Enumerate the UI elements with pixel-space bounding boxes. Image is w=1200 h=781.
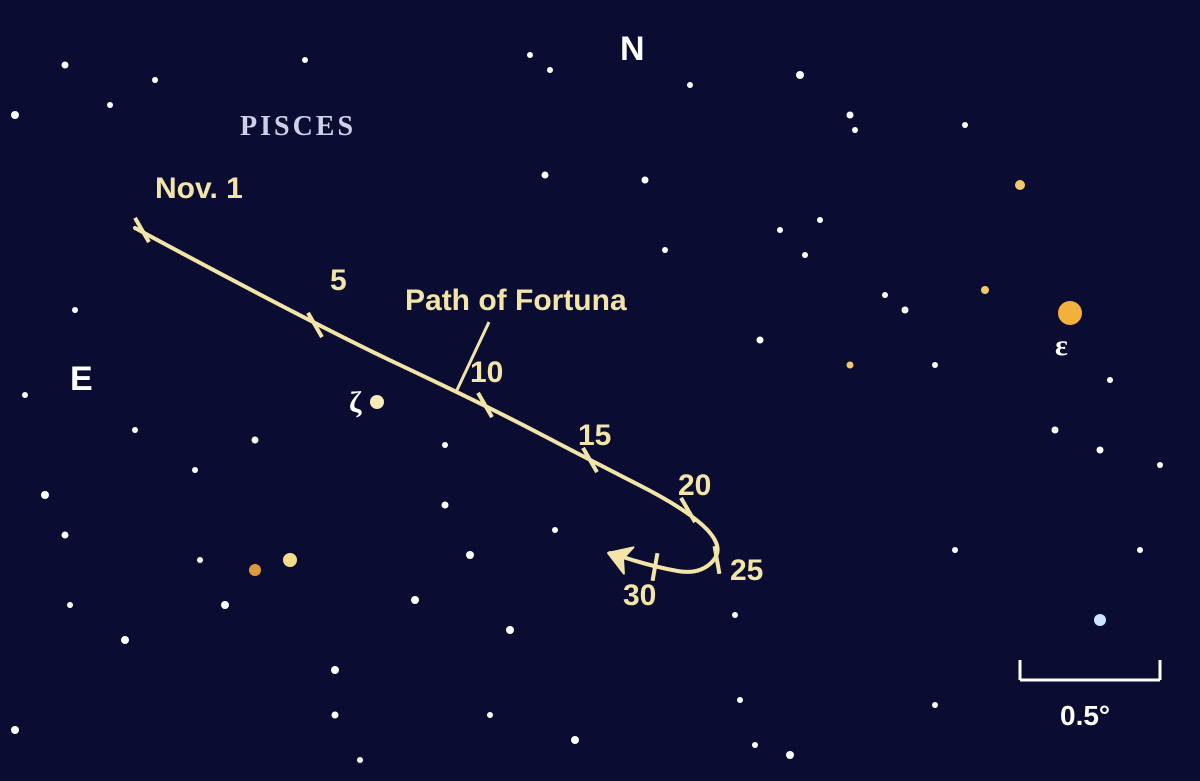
- date-label: Nov. 1: [155, 172, 243, 205]
- star: [192, 467, 198, 473]
- star: [1052, 427, 1059, 434]
- star: [1015, 180, 1025, 190]
- star: [302, 57, 308, 63]
- star: [41, 491, 49, 499]
- date-label: 30: [623, 579, 656, 612]
- star: [802, 252, 808, 258]
- star-chart: ζ ε Nov. 1 5 10 15 20 25 30 N E PISCES Path of Fortu…: [0, 0, 1200, 781]
- star: [11, 726, 19, 734]
- star: [752, 742, 758, 748]
- date-label: 10: [470, 356, 503, 389]
- star: [442, 442, 448, 448]
- star: [662, 247, 668, 253]
- star: [132, 427, 138, 433]
- star: [571, 736, 579, 744]
- scale-bar-label: 0.5°: [1060, 700, 1110, 731]
- star: [152, 77, 158, 83]
- star: [847, 362, 854, 369]
- star: [506, 626, 514, 634]
- star: [62, 532, 69, 539]
- star-label: ζ: [349, 386, 362, 419]
- star: [796, 71, 804, 79]
- star: [777, 227, 783, 233]
- star: [442, 502, 449, 509]
- star: [932, 362, 938, 368]
- star: [737, 697, 743, 703]
- star: [757, 337, 764, 344]
- star: [221, 601, 229, 609]
- path-title: Path of Fortuna: [405, 284, 627, 317]
- star: [902, 307, 909, 314]
- star: [67, 602, 73, 608]
- star: [952, 547, 958, 553]
- star: [882, 292, 888, 298]
- star: [62, 62, 69, 69]
- named-star: [1058, 301, 1082, 325]
- star: [527, 52, 533, 58]
- star: [121, 636, 129, 644]
- star: [962, 122, 968, 128]
- star: [466, 551, 474, 559]
- star: [107, 102, 113, 108]
- star: [1097, 447, 1104, 454]
- star: [817, 217, 823, 223]
- star: [22, 392, 28, 398]
- star: [1157, 462, 1163, 468]
- named-star: [370, 395, 384, 409]
- star: [1137, 547, 1143, 553]
- cardinal-label: N: [620, 30, 645, 68]
- star: [332, 712, 339, 719]
- constellation-label: PISCES: [240, 111, 356, 142]
- star: [252, 437, 259, 444]
- star: [687, 82, 693, 88]
- star: [932, 702, 938, 708]
- star: [72, 307, 78, 313]
- star: [283, 553, 297, 567]
- star: [11, 111, 19, 119]
- star-label: ε: [1055, 329, 1068, 362]
- date-label: 25: [730, 554, 763, 587]
- star: [852, 127, 858, 133]
- star: [732, 612, 738, 618]
- date-label: 20: [678, 469, 711, 502]
- star: [357, 757, 363, 763]
- star: [411, 596, 419, 604]
- star: [547, 67, 553, 73]
- star: [331, 666, 339, 674]
- star: [642, 177, 649, 184]
- star: [552, 527, 558, 533]
- cardinal-label: E: [70, 360, 93, 398]
- star: [1094, 614, 1106, 626]
- star: [542, 172, 549, 179]
- star: [1107, 377, 1113, 383]
- star: [847, 112, 854, 119]
- star: [981, 286, 989, 294]
- date-label: 15: [578, 419, 611, 452]
- star: [249, 564, 261, 576]
- star: [197, 557, 203, 563]
- star: [786, 751, 794, 759]
- date-label: 5: [330, 264, 347, 297]
- star: [487, 712, 493, 718]
